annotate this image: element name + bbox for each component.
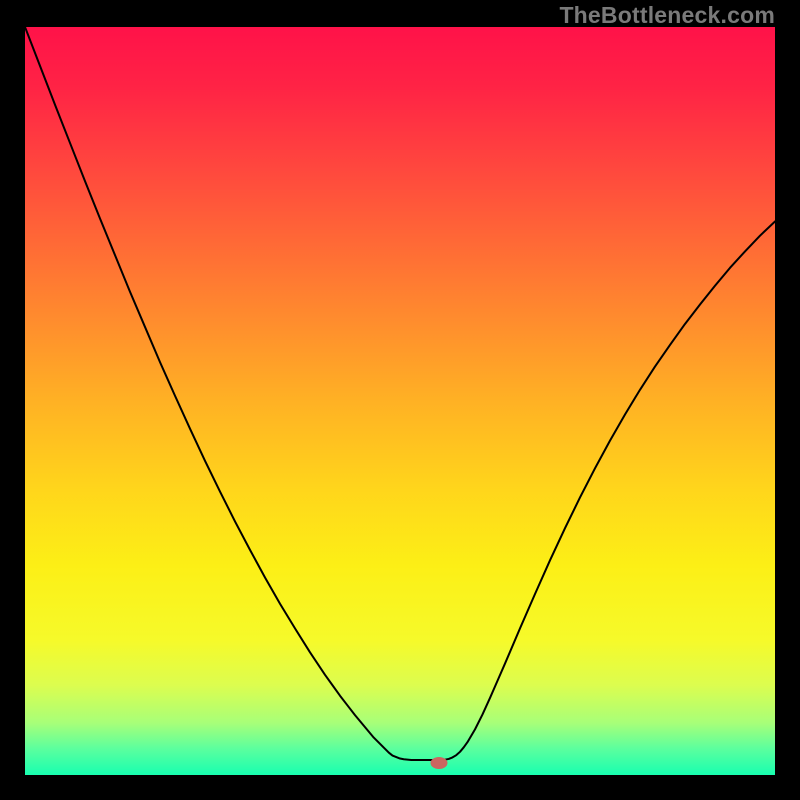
plot-area bbox=[25, 27, 775, 775]
watermark-label: TheBottleneck.com bbox=[559, 2, 775, 29]
chart-background bbox=[25, 27, 775, 775]
optimum-marker bbox=[431, 757, 448, 769]
chart-frame bbox=[25, 27, 775, 775]
chart-svg bbox=[25, 27, 775, 775]
